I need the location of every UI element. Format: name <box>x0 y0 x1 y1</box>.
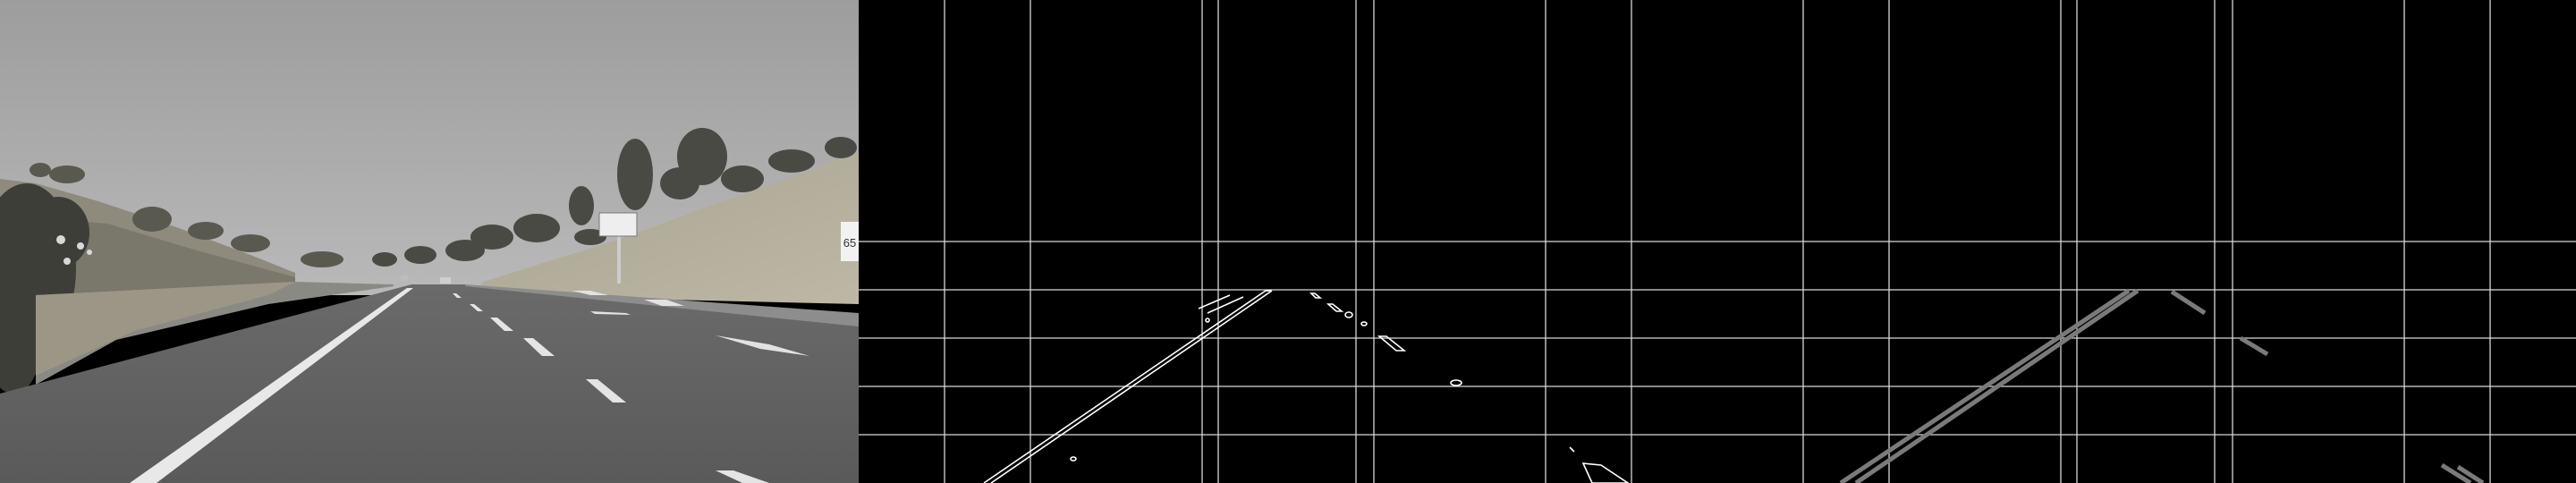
right-hill <box>474 152 859 304</box>
edge-strokes <box>983 290 1630 483</box>
detected-lane-lines <box>1839 288 2485 483</box>
road-scene: 65 <box>0 0 859 483</box>
dry-grass <box>36 282 295 376</box>
right-dashed-markings <box>453 293 769 483</box>
edge-map <box>859 0 1717 483</box>
grayscale-road-photo: 65 <box>0 0 859 483</box>
speed-limit-sign: 65 <box>841 222 859 261</box>
highway-sign <box>598 212 638 284</box>
distant-car <box>440 277 451 284</box>
speed-limit-value: 65 <box>843 236 856 250</box>
grid-lines <box>859 0 1717 483</box>
grid-lines <box>1717 0 2576 483</box>
lane-line-map <box>1717 0 2576 483</box>
left-lane-line <box>130 288 413 483</box>
distant-car <box>401 275 408 281</box>
bush-flowers <box>56 235 92 265</box>
tree-cluster-right <box>372 128 857 267</box>
tree-cluster-left <box>30 163 343 267</box>
hough-lane-lines-with-grid <box>1717 0 2576 483</box>
canny-edges-with-grid <box>859 0 1717 483</box>
far-right-dashes <box>572 291 809 356</box>
